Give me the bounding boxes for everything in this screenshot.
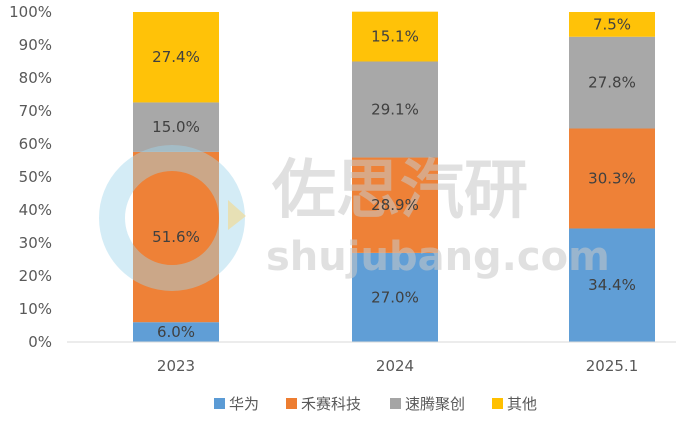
bar-segment [569, 12, 655, 37]
legend-label: 禾赛科技 [301, 395, 361, 413]
watermark: 佐思汽研 shujubang.com [99, 145, 610, 291]
data-labels-layer: 6.0% 51.6% 15.0% 27.4% 27.0% 28.9% 29.1% 15.1% 3… [152, 15, 636, 341]
data-label: 27.8% [588, 74, 636, 92]
y-tick-label: 70% [19, 102, 52, 120]
x-tick-label: 2024 [376, 357, 414, 375]
legend-item: 华为 [214, 395, 259, 413]
data-label: 28.9% [371, 196, 419, 214]
data-label: 51.6% [152, 228, 200, 246]
x-tick-label: 2023 [157, 357, 195, 375]
legend-swatch [286, 398, 297, 409]
y-tick-label: 60% [19, 135, 52, 153]
bars-layer [133, 11, 655, 342]
y-tick-label: 10% [19, 300, 52, 318]
axes-layer: 0% 10% 20% 30% 40% 50% 60% 70% 80% 90% 100% 2023 202… [9, 3, 676, 375]
watermark-url: shujubang.com [266, 234, 610, 280]
data-label: 6.0% [157, 323, 195, 341]
legend-item: 其他 [492, 395, 537, 413]
y-tick-label: 50% [19, 168, 52, 186]
bar-segment [133, 322, 219, 342]
data-label: 29.1% [371, 101, 419, 119]
x-tick-label: 2025.1 [586, 357, 639, 375]
data-label: 30.3% [588, 169, 636, 187]
data-label: 27.4% [152, 48, 200, 66]
bar-segment [133, 151, 219, 323]
bar-segment [352, 61, 438, 158]
y-tick-label: 20% [19, 267, 52, 285]
legend-item: 禾赛科技 [286, 395, 361, 413]
watermark-title: 佐思汽研 [271, 154, 528, 228]
y-tick-label: 30% [19, 234, 52, 252]
bar-segment [569, 228, 655, 342]
legend-item: 速腾聚创 [390, 395, 465, 413]
legend-label: 其他 [507, 395, 537, 413]
legend-label: 华为 [229, 395, 259, 413]
data-label: 7.5% [593, 15, 631, 33]
legend-swatch [390, 398, 401, 409]
legend-swatch [214, 398, 225, 409]
bar-segment [352, 157, 438, 253]
bar-segment [569, 128, 655, 229]
bar-segment [133, 12, 219, 103]
y-tick-label: 40% [19, 201, 52, 219]
bar-segment [352, 252, 438, 342]
data-label: 27.0% [371, 288, 419, 306]
y-tick-label: 0% [28, 333, 52, 351]
legend-label: 速腾聚创 [405, 395, 465, 413]
data-label: 15.1% [371, 28, 419, 46]
legend-swatch [492, 398, 503, 409]
legend: 华为 禾赛科技 速腾聚创 其他 [214, 395, 537, 413]
y-tick-label: 90% [19, 36, 52, 54]
watermark-logo-wedge [228, 200, 246, 230]
y-tick-label: 80% [19, 69, 52, 87]
bar-segment [352, 11, 438, 62]
y-tick-label: 100% [9, 3, 52, 21]
data-label: 34.4% [588, 276, 636, 294]
data-label: 15.0% [152, 118, 200, 136]
bar-segment [133, 102, 219, 152]
bar-segment [569, 36, 655, 129]
